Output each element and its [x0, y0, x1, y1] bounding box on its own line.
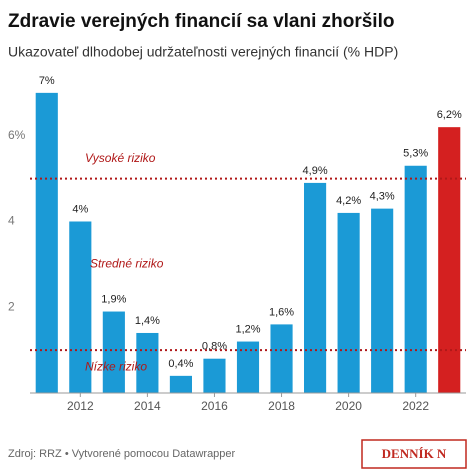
bar [169, 375, 192, 393]
value-label: 1,9% [101, 293, 126, 305]
value-label: 6,2% [437, 109, 462, 121]
value-label: 7% [39, 75, 55, 87]
reference-label: Vysoké riziko [85, 151, 156, 165]
logo-box [361, 439, 467, 469]
bar [35, 92, 58, 394]
value-label: 4,3% [370, 191, 395, 203]
x-tick-label: 2018 [268, 399, 295, 413]
bar [438, 127, 461, 394]
bar [337, 212, 360, 393]
value-label: 1,6% [269, 306, 294, 318]
value-label: 1,4% [135, 315, 160, 327]
value-label: 1,2% [235, 323, 260, 335]
x-tick-label: 2020 [335, 399, 362, 413]
bar [102, 311, 125, 393]
bar [136, 332, 159, 393]
x-tick-label: 2022 [402, 399, 429, 413]
bar [304, 182, 327, 393]
bar [236, 341, 260, 393]
value-label: 4,9% [303, 165, 328, 177]
logo: DENNÍK N [382, 446, 447, 461]
bar [371, 208, 394, 393]
bar [203, 358, 226, 393]
x-tick-label: 2016 [201, 399, 228, 413]
chart-subtitle: Ukazovateľ dlhodobej udržateľnosti verej… [8, 44, 398, 60]
value-label: 4,2% [336, 195, 361, 207]
middle-label: Stredné riziko [90, 257, 164, 271]
value-label: 0,4% [168, 358, 193, 370]
y-tick-label: 2 [8, 299, 15, 313]
chart-title: Zdravie verejných financií sa vlani zhor… [8, 11, 394, 32]
reference-label: Nízke riziko [85, 359, 147, 373]
y-tick-label: 4 [8, 214, 15, 228]
x-tick-label: 2012 [67, 399, 94, 413]
value-label: 4% [72, 203, 88, 215]
bar [404, 165, 427, 393]
y-tick-label: 6% [8, 128, 26, 142]
source: Zdroj: RRZ • Vytvorené pomocou Datawrapp… [8, 448, 236, 460]
x-tick-label: 2014 [134, 399, 161, 413]
bar [270, 324, 293, 393]
value-label: 5,3% [403, 148, 428, 160]
